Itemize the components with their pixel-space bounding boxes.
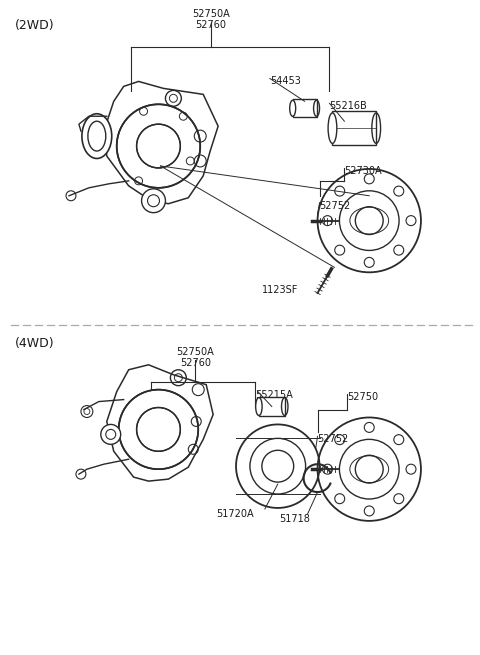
Text: 52730A: 52730A bbox=[344, 166, 382, 176]
Text: 51720A: 51720A bbox=[216, 509, 254, 519]
Bar bbox=[293, 100, 316, 117]
Circle shape bbox=[101, 424, 120, 444]
Ellipse shape bbox=[290, 100, 296, 117]
Ellipse shape bbox=[256, 398, 262, 415]
Text: 1123SF: 1123SF bbox=[262, 285, 298, 295]
Text: 52750A
52760: 52750A 52760 bbox=[176, 347, 214, 369]
Circle shape bbox=[236, 424, 320, 508]
Text: 52752: 52752 bbox=[318, 434, 349, 444]
Ellipse shape bbox=[328, 113, 337, 143]
Ellipse shape bbox=[82, 114, 112, 159]
Text: 52752: 52752 bbox=[320, 200, 351, 211]
Text: 52750: 52750 bbox=[348, 392, 379, 402]
Circle shape bbox=[142, 189, 166, 213]
Circle shape bbox=[119, 390, 198, 469]
Bar bbox=[333, 111, 376, 145]
Bar bbox=[259, 396, 285, 417]
Text: 55216B: 55216B bbox=[329, 102, 367, 111]
Text: 54453: 54453 bbox=[270, 77, 300, 86]
Text: 51718: 51718 bbox=[279, 514, 310, 524]
Text: 52750A
52760: 52750A 52760 bbox=[192, 9, 230, 30]
Text: (4WD): (4WD) bbox=[15, 337, 55, 350]
Text: (2WD): (2WD) bbox=[15, 19, 55, 32]
Polygon shape bbox=[104, 81, 218, 204]
Polygon shape bbox=[107, 365, 213, 481]
Text: 55215A: 55215A bbox=[255, 390, 293, 400]
